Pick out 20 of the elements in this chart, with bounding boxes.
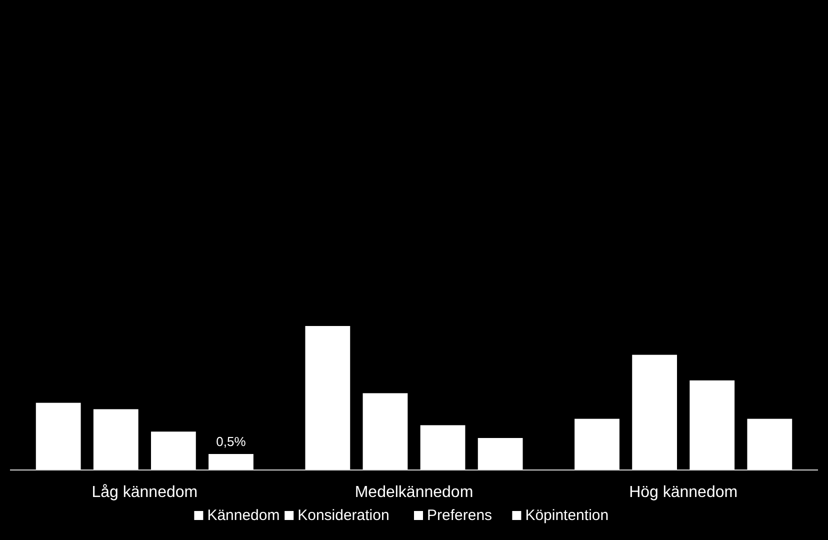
x-tick-label: Hög kännedom [629, 484, 738, 501]
legend-label: Kännedom [207, 507, 280, 524]
data-label: 0,5% [216, 434, 246, 449]
bar [36, 402, 81, 470]
bar [305, 326, 350, 470]
bar [208, 454, 254, 470]
bar [150, 432, 196, 470]
legend-label: Konsideration [298, 507, 390, 524]
bar [632, 354, 678, 470]
bar [574, 418, 620, 470]
bar [420, 425, 466, 470]
bar [747, 418, 792, 470]
legend-label: Köpintention [525, 507, 609, 524]
x-tick-label: Medelkännedom [354, 484, 474, 501]
bar [478, 438, 523, 470]
bar [690, 380, 735, 470]
bar [93, 409, 138, 470]
legend-label: Preferens [427, 507, 492, 524]
x-tick-label: Låg kännedom [92, 484, 198, 501]
bar [362, 393, 408, 470]
